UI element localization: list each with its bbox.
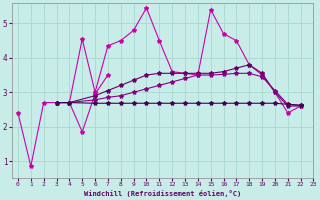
X-axis label: Windchill (Refroidissement éolien,°C): Windchill (Refroidissement éolien,°C)	[84, 190, 241, 197]
